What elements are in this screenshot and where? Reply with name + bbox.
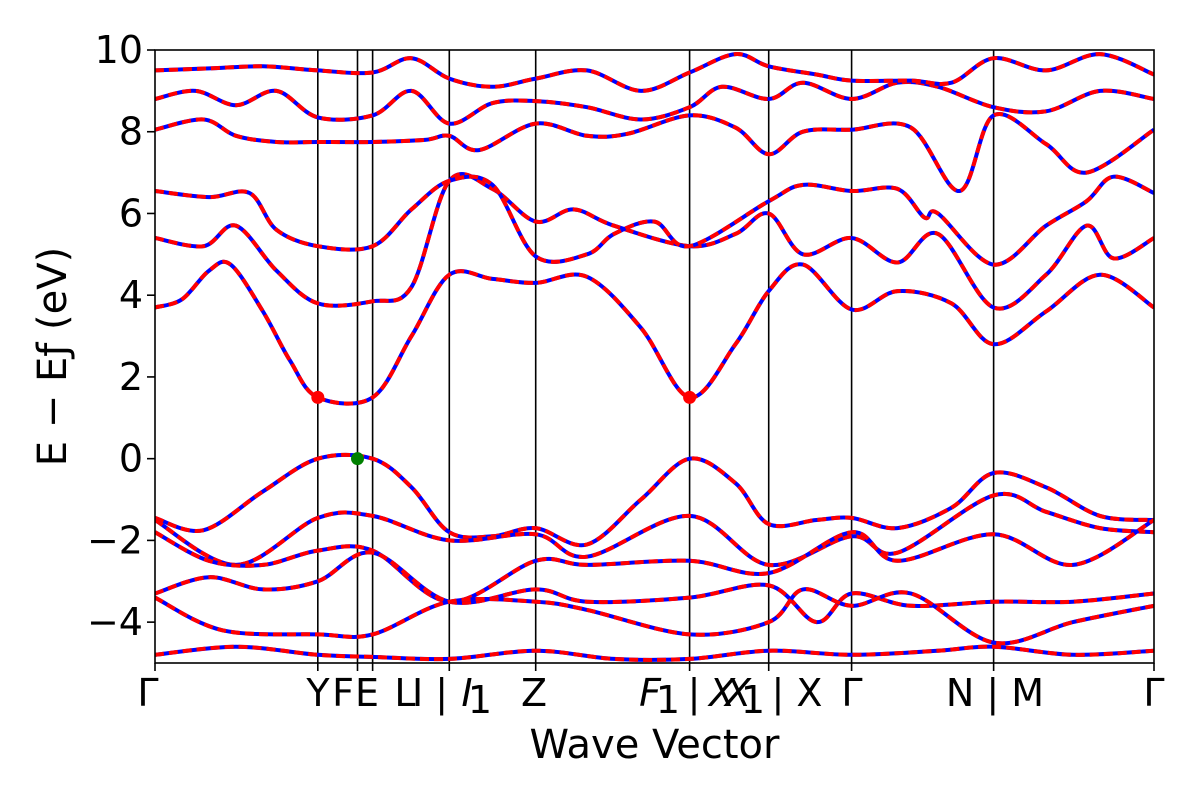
y-axis: −4 −2 0 2 4 6 8 10 (87, 28, 155, 644)
y-tick-label: 4 (119, 273, 143, 317)
x-tick-label: I | (412, 671, 448, 716)
x-tick-label: F (639, 671, 662, 715)
band-line-red (155, 52, 1154, 93)
x-tick-label: N | M (946, 671, 1044, 716)
band-line-blue (155, 259, 1154, 406)
x-tick-label: Γ (137, 671, 158, 715)
kpoint-lines (317, 50, 995, 663)
x-tick-label: 1 (468, 678, 492, 722)
y-tick-label: 0 (119, 437, 143, 481)
y-tick-label: 2 (119, 355, 143, 399)
band-line-blue (155, 452, 1154, 548)
x-tick-label: F (332, 671, 354, 715)
band-line-red (155, 550, 1154, 625)
band-lines (155, 52, 1154, 662)
band-line-red (155, 491, 1154, 567)
band-line-red (155, 112, 1154, 193)
band-edge-markers (311, 390, 697, 466)
x-tick-label: X (723, 671, 752, 715)
y-tick-label: 6 (119, 191, 143, 235)
y-tick-label: −4 (87, 600, 143, 644)
x-tick-label: | (688, 671, 701, 716)
plot-frame (154, 49, 1155, 664)
x-tick-label: Y (305, 671, 330, 715)
band-line-red (155, 452, 1154, 548)
x-tick-label: 1 (741, 678, 765, 722)
band-line-red (155, 644, 1154, 662)
band-line-red (155, 518, 1154, 604)
y-tick-label: 8 (119, 110, 143, 154)
x-tick-label: | X (772, 671, 823, 716)
y-tick-label: 10 (95, 28, 143, 72)
band-line-blue (155, 79, 1154, 126)
band-line-blue (155, 644, 1154, 662)
x-axis-title: Wave Vector (530, 722, 781, 768)
x-tick-label: L (394, 671, 415, 715)
x-tick-label: 1 (656, 678, 680, 722)
x-tick-label: Γ (1143, 671, 1164, 715)
band-line-red (155, 172, 1154, 311)
cbm-marker (683, 390, 697, 404)
x-tick-label: Γ (841, 671, 862, 715)
y-axis-title: E − Eƒ (eV) (30, 247, 76, 466)
y-tick-label: −2 (87, 518, 143, 562)
x-tick-label: I (461, 671, 472, 715)
band-line-red (155, 174, 1154, 267)
x-tick-label: Z (521, 671, 547, 715)
band-line-red (155, 587, 1154, 646)
x-tick-label: X (707, 671, 736, 715)
vbm-marker (351, 452, 364, 466)
x-tick-label: E (355, 671, 379, 715)
cbm-marker (311, 390, 325, 404)
band-line-red (155, 259, 1154, 406)
